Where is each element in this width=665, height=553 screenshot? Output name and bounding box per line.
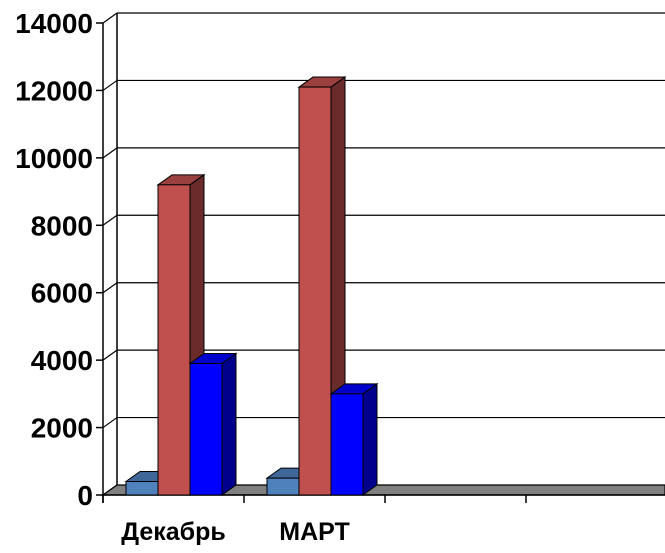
bar-front (298, 86, 332, 496)
gridline-diagonal (102, 79, 118, 91)
x-category-label: МАРТ (279, 518, 350, 546)
bars (124, 76, 379, 496)
y-tick-label: 10000 (15, 143, 93, 174)
gridline-diagonal (102, 214, 118, 226)
y-tick-label: 4000 (31, 345, 93, 376)
bar-side (221, 352, 237, 496)
gridline-diagonal (102, 349, 118, 361)
bar-side (362, 382, 378, 496)
gridline-diagonal (102, 282, 118, 294)
bar (297, 76, 347, 496)
bar-front (125, 481, 159, 496)
bar-front (157, 184, 191, 496)
y-tick-label: 0 (77, 480, 93, 511)
bar (188, 352, 238, 496)
bar (329, 382, 379, 496)
gridline-diagonal (102, 12, 118, 24)
bar-front (330, 393, 364, 496)
y-tick-label: 12000 (15, 75, 93, 106)
bar-front (266, 477, 300, 496)
bar-front (189, 363, 223, 496)
y-tick-labels: 0 2000 4000 6000 8000 10000 12000 14000 (15, 8, 93, 511)
y-tick-label: 14000 (15, 8, 93, 39)
x-category-label: Декабрь (121, 518, 226, 546)
bar (265, 467, 315, 496)
gridline-diagonal (102, 417, 118, 429)
x-category-labels: Декабрь МАРТ (121, 518, 350, 546)
y-tick-label: 2000 (31, 413, 93, 444)
gridline-diagonal (102, 147, 118, 159)
y-tick-label: 8000 (31, 210, 93, 241)
y-tick-label: 6000 (31, 278, 93, 309)
